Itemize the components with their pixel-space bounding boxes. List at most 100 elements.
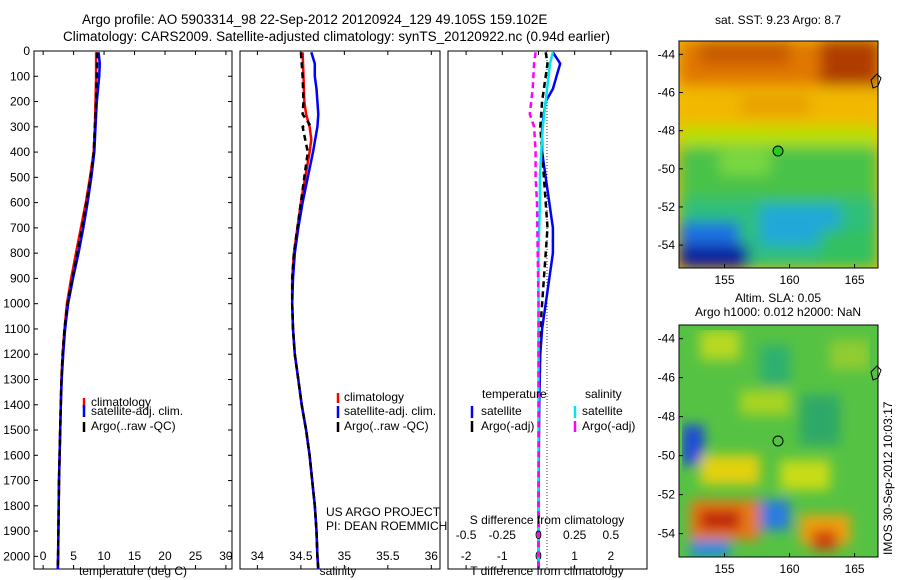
map-y-tick-label: -48 [658, 124, 676, 138]
series-line-salinity-argo-adj- [528, 52, 540, 569]
y-tick-label: 1000 [3, 297, 30, 311]
secondary-x-tick-label: -0.5 [456, 528, 477, 542]
map-y-tick-label: -54 [658, 238, 676, 252]
map-y-tick-label: -52 [658, 200, 676, 214]
s-diff-xlabel: S difference from climatology [470, 513, 625, 527]
difference-axes-frame [447, 50, 648, 570]
y-tick-label: 1100 [4, 322, 30, 336]
map-x-tick-label: 165 [845, 273, 865, 287]
secondary-x-tick-label: 0.25 [563, 528, 587, 542]
pi-label: PI: DEAN ROEMMICH [326, 519, 447, 533]
y-tick-label: 400 [10, 145, 30, 159]
sla-map-title1: Altim. SLA: 0.05 [735, 291, 821, 305]
legend-argo: Argo(..raw -QC) [344, 419, 429, 433]
legend-t-satellite: satellite [481, 404, 522, 418]
x-tick-label: 5 [70, 549, 77, 563]
argo-location-marker [772, 435, 784, 447]
sla-map-axes: 155 160 165 -44 -46 -48 -50 -52 -54 [658, 332, 865, 576]
map-y-tick-label: -44 [658, 332, 676, 346]
project-label: US ARGO PROJECT [326, 505, 441, 519]
sla-map: Altim. SLA: 0.05 Argo h1000: 0.012 h2000… [658, 291, 882, 576]
main-title-line1: Argo profile: AO 5903314_98 22-Sep-2012 … [82, 12, 547, 27]
y-tick-label: 700 [10, 221, 30, 235]
x-tick-label: 30 [219, 549, 233, 563]
x-tick-label: 34.5 [289, 549, 313, 563]
map-y-tick-label: -50 [658, 162, 676, 176]
difference-panel: -2 -1 0 1 2 T difference from climatology S … [447, 50, 648, 578]
sst-map-axes: 155 160 165 -44 -46 -48 -50 -52 -54 [658, 47, 865, 287]
x-tick-label: 2 [607, 549, 614, 563]
y-tick-label: 300 [10, 120, 30, 134]
map-y-tick-label: -48 [658, 410, 676, 424]
temperature-axes-frame [33, 50, 233, 570]
legend-s-satellite: satellite [582, 404, 623, 418]
x-tick-label: -2 [461, 549, 472, 563]
x-tick-label: 1 [571, 549, 578, 563]
t-diff-xlabel: T difference from climatology [470, 564, 624, 578]
y-tick-label: 0 [23, 44, 30, 58]
y-tick-label: 2000 [3, 549, 30, 563]
x-tick-label: 20 [158, 549, 172, 563]
coastline-mark [870, 73, 882, 89]
y-tick-label: 1400 [3, 398, 30, 412]
series-line-argo-raw-qc- [56, 52, 99, 570]
legend-satellite: satellite-adj. clim. [344, 404, 436, 418]
y-tick-label: 800 [10, 246, 30, 260]
temperature-legend: climatology satellite-adj. clim. Argo(..… [82, 395, 183, 433]
s-difference-x-axis: -0.5 -0.25 0 0.25 0.5 [456, 528, 620, 542]
salinity-x-axis: 34 34.5 35 35.5 36 [251, 51, 438, 569]
secondary-x-tick-label: 0 [535, 528, 542, 542]
temperature-xlabel: temperature (deg C) [79, 564, 187, 578]
legend-salinity-heading: salinity [585, 387, 622, 401]
map-x-tick-label: 155 [715, 273, 735, 287]
legend-satellite: satellite-adj. clim. [91, 404, 183, 418]
y-tick-label: 1600 [3, 448, 30, 462]
y-tick-label: 1300 [3, 372, 30, 386]
difference-legend: temperature salinity satellite Argo(-adj… [470, 387, 635, 433]
sst-map-title: sat. SST: 9.23 Argo: 8.7 [715, 13, 841, 27]
salinity-xlabel: salinity [320, 564, 357, 578]
x-tick-label: 10 [97, 549, 111, 563]
temperature-panel: 0100200300400500600700800900100011001200… [3, 44, 647, 578]
x-tick-label: 35.5 [376, 549, 400, 563]
temperature-x-axis: 0 5 10 15 20 25 30 [40, 51, 233, 569]
legend-temperature-heading: temperature [482, 387, 547, 401]
x-tick-label: 34 [251, 549, 265, 563]
y-tick-label: 200 [10, 95, 30, 109]
x-tick-label: 15 [128, 549, 142, 563]
map-x-tick-label: 160 [780, 273, 800, 287]
sst-map: sat. SST: 9.23 Argo: 8.7 155 160 16 [658, 13, 882, 287]
legend-climatology: climatology [344, 390, 404, 404]
secondary-x-tick-label: -0.25 [489, 528, 517, 542]
legend-s-argo: Argo(-adj) [582, 419, 635, 433]
map-x-tick-label: 155 [715, 562, 735, 576]
secondary-x-tick-label: 0.5 [602, 528, 619, 542]
map-x-tick-label: 160 [780, 562, 800, 576]
y-tick-label: 1200 [3, 347, 30, 361]
legend-climatology: climatology [91, 395, 151, 409]
y-tick-label: 900 [10, 271, 30, 285]
coastline-mark [870, 365, 882, 381]
y-tick-label: 1700 [3, 474, 30, 488]
timestamp-label: IMOS 30-Sep-2012 10:03:17 [881, 401, 895, 555]
main-title-line2: Climatology: CARS2009. Satellite-adjuste… [63, 29, 610, 44]
x-tick-label: -1 [497, 549, 508, 563]
map-y-tick-label: -54 [658, 527, 676, 541]
y-tick-label: 1800 [3, 499, 30, 513]
y-tick-label: 1500 [3, 423, 30, 437]
x-tick-label: 0 [40, 549, 47, 563]
argo-location-marker [772, 145, 784, 157]
y-tick-label: 1900 [3, 524, 30, 538]
y-tick-label: 500 [10, 170, 30, 184]
map-y-tick-label: -44 [658, 47, 676, 61]
map-x-tick-label: 165 [845, 562, 865, 576]
x-tick-label: 25 [189, 549, 203, 563]
sla-map-title2: Argo h1000: 0.012 h2000: NaN [695, 305, 861, 319]
series-line-argo-raw-qc- [290, 52, 320, 570]
map-y-tick-label: -50 [658, 449, 676, 463]
salinity-lines [290, 51, 320, 570]
temperature-lines [56, 52, 102, 570]
map-y-tick-label: -46 [658, 371, 676, 385]
difference-lines [528, 51, 562, 569]
